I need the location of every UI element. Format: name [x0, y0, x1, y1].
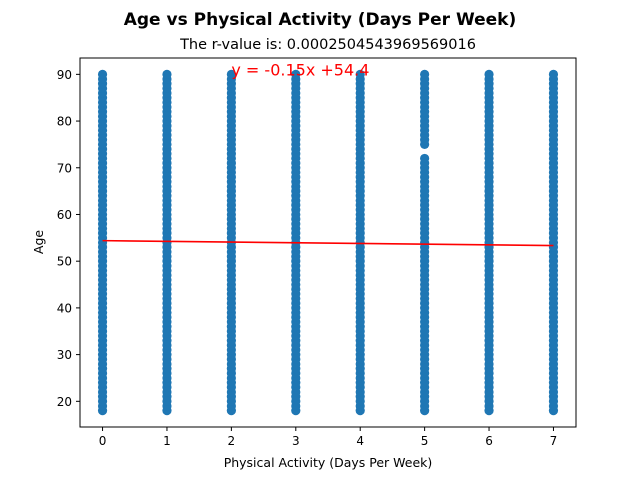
data-point — [355, 69, 365, 79]
y-tick-label: 50 — [57, 255, 72, 269]
data-point — [226, 69, 236, 79]
data-point — [420, 153, 430, 164]
y-tick-label: 40 — [57, 301, 72, 315]
data-point — [162, 69, 172, 79]
chart-subtitle: The r-value is: 0.00025045439695690​16 — [179, 37, 476, 53]
y-tick-label: 60 — [57, 208, 72, 222]
x-tick-label: 7 — [550, 434, 558, 448]
regression-equation-annotation: y = -0.15x +54.4 — [231, 60, 369, 79]
x-tick-label: 4 — [356, 434, 364, 448]
y-tick-label: 80 — [57, 115, 72, 129]
y-tick-label: 90 — [57, 68, 72, 82]
y-tick-label: 20 — [57, 395, 72, 409]
y-tick-label: 70 — [57, 161, 72, 175]
data-point — [420, 69, 430, 79]
x-tick-label: 0 — [99, 434, 107, 448]
data-point — [548, 69, 559, 79]
data-points — [97, 69, 559, 416]
regression-line — [102, 239, 554, 247]
x-tick-label: 3 — [292, 434, 300, 448]
x-axis-ticks: 0 1 2 3 4 5 6 7 — [99, 427, 558, 448]
data-point — [291, 69, 301, 79]
y-axis-label: Age — [31, 230, 46, 254]
plot-area-frame — [79, 57, 577, 428]
data-point — [484, 69, 494, 79]
chart-title: Age vs Physical Activity (Days Per Week) — [124, 10, 517, 30]
x-tick-label: 1 — [163, 434, 171, 448]
x-tick-label: 2 — [228, 434, 236, 448]
x-axis-label: Physical Activity (Days Per Week) — [224, 455, 433, 470]
x-tick-label: 5 — [421, 434, 429, 448]
data-point — [97, 69, 108, 79]
x-tick-label: 6 — [485, 434, 493, 448]
y-tick-label: 30 — [57, 348, 72, 362]
regression-line-layer — [102, 239, 554, 247]
y-axis-ticks: 20 30 40 50 60 70 80 90 — [57, 68, 80, 409]
